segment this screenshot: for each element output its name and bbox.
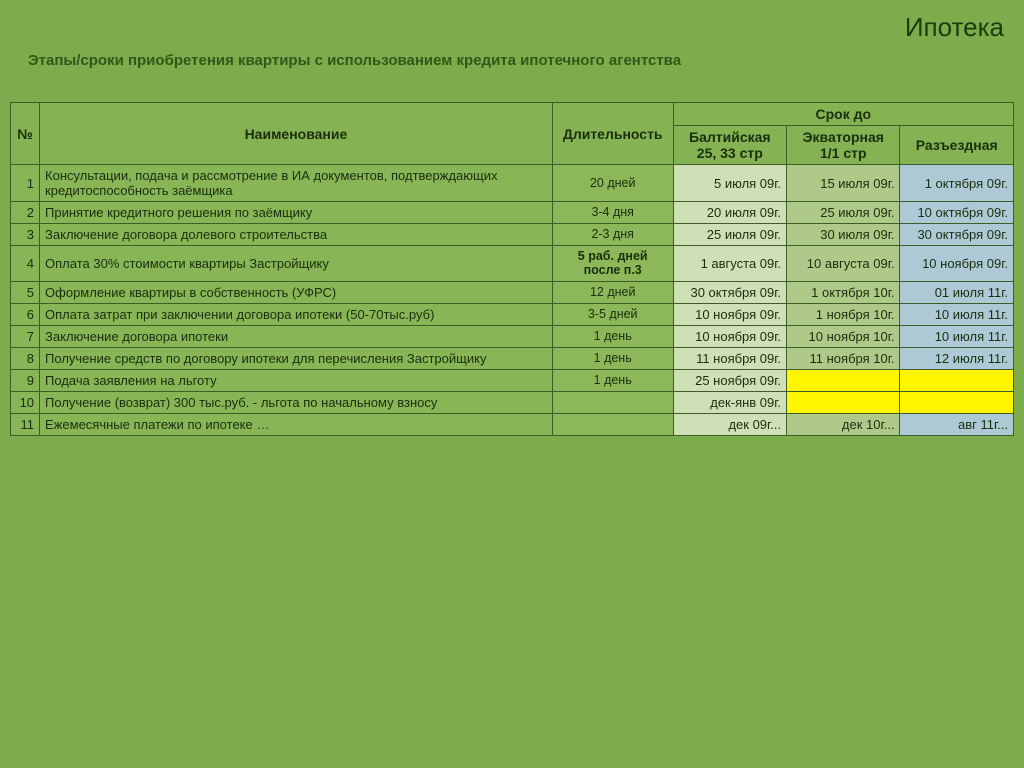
- cell-date-razezdnaya: 01 июля 11г.: [900, 281, 1014, 303]
- cell-date-ekvatornaya: 1 октября 10г.: [787, 281, 900, 303]
- cell-num: 2: [11, 202, 40, 224]
- cell-duration: 3-5 дней: [552, 303, 673, 325]
- cell-duration: 20 дней: [552, 165, 673, 202]
- cell-duration: 3-4 дня: [552, 202, 673, 224]
- cell-date-ekvatornaya: 10 августа 09г.: [787, 246, 900, 282]
- cell-name: Ежемесячные платежи по ипотеке …: [40, 413, 553, 435]
- cell-date-razezdnaya: 10 ноября 09г.: [900, 246, 1014, 282]
- cell-name: Получение средств по договору ипотеки дл…: [40, 347, 553, 369]
- cell-duration: 1 день: [552, 369, 673, 391]
- cell-date-baltiyskaya: 10 ноября 09г.: [673, 303, 786, 325]
- cell-duration: [552, 391, 673, 413]
- cell-date-baltiyskaya: 25 июля 09г.: [673, 224, 786, 246]
- table-row: 2Принятие кредитного решения по заёмщику…: [11, 202, 1014, 224]
- cell-date-razezdnaya: 1 октября 09г.: [900, 165, 1014, 202]
- cell-date-baltiyskaya: дек 09г...: [673, 413, 786, 435]
- table-row: 1Консультации, подача и рассмотрение в И…: [11, 165, 1014, 202]
- cell-num: 7: [11, 325, 40, 347]
- table-body: 1Консультации, подача и рассмотрение в И…: [11, 165, 1014, 436]
- table-row: 5Оформление квартиры в собственность (УФ…: [11, 281, 1014, 303]
- cell-date-baltiyskaya: дек-янв 09г.: [673, 391, 786, 413]
- th-srok: Срок до: [673, 103, 1013, 126]
- cell-name: Заключение договора долевого строительст…: [40, 224, 553, 246]
- cell-num: 3: [11, 224, 40, 246]
- table-head: № Наименование Длительность Срок до Балт…: [11, 103, 1014, 165]
- cell-name: Получение (возврат) 300 тыс.руб. - льгот…: [40, 391, 553, 413]
- cell-name: Консультации, подача и рассмотрение в ИА…: [40, 165, 553, 202]
- table-row: 8Получение средств по договору ипотеки д…: [11, 347, 1014, 369]
- cell-date-ekvatornaya: дек 10г...: [787, 413, 900, 435]
- th-name: Наименование: [40, 103, 553, 165]
- cell-duration: 1 день: [552, 325, 673, 347]
- cell-date-baltiyskaya: 5 июля 09г.: [673, 165, 786, 202]
- table-row: 3Заключение договора долевого строительс…: [11, 224, 1014, 246]
- cell-date-baltiyskaya: 1 августа 09г.: [673, 246, 786, 282]
- cell-duration: 1 день: [552, 347, 673, 369]
- table-row: 11Ежемесячные платежи по ипотеке … дек 09…: [11, 413, 1014, 435]
- cell-num: 6: [11, 303, 40, 325]
- cell-name: Заключение договора ипотеки: [40, 325, 553, 347]
- th-num: №: [11, 103, 40, 165]
- cell-num: 1: [11, 165, 40, 202]
- cell-name: Подача заявления на льготу: [40, 369, 553, 391]
- cell-date-baltiyskaya: 10 ноября 09г.: [673, 325, 786, 347]
- cell-duration: [552, 413, 673, 435]
- th-d2: Экваторная 1/1 стр: [787, 126, 900, 165]
- cell-num: 11: [11, 413, 40, 435]
- cell-date-ekvatornaya: 1 ноября 10г.: [787, 303, 900, 325]
- cell-date-razezdnaya: 12 июля 11г.: [900, 347, 1014, 369]
- schedule-table: № Наименование Длительность Срок до Балт…: [10, 102, 1014, 436]
- cell-num: 4: [11, 246, 40, 282]
- cell-date-baltiyskaya: 25 ноября 09г.: [673, 369, 786, 391]
- subtitle: Этапы/сроки приобретения квартиры с испо…: [28, 52, 681, 69]
- cell-date-razezdnaya: [900, 391, 1014, 413]
- cell-date-ekvatornaya: [787, 391, 900, 413]
- cell-num: 10: [11, 391, 40, 413]
- cell-duration: 2-3 дня: [552, 224, 673, 246]
- cell-date-razezdnaya: [900, 369, 1014, 391]
- cell-date-ekvatornaya: 30 июля 09г.: [787, 224, 900, 246]
- cell-duration: 12 дней: [552, 281, 673, 303]
- cell-name: Принятие кредитного решения по заёмщику: [40, 202, 553, 224]
- cell-date-baltiyskaya: 30 октября 09г.: [673, 281, 786, 303]
- table-row: 4Оплата 30% стоимости квартиры Застройщи…: [11, 246, 1014, 282]
- cell-date-ekvatornaya: [787, 369, 900, 391]
- cell-num: 5: [11, 281, 40, 303]
- cell-name: Оформление квартиры в собственность (УФР…: [40, 281, 553, 303]
- cell-date-razezdnaya: авг 11г...: [900, 413, 1014, 435]
- cell-date-razezdnaya: 10 июля 11г.: [900, 303, 1014, 325]
- cell-num: 9: [11, 369, 40, 391]
- page-title: Ипотека: [905, 12, 1004, 43]
- table-row: 9Подача заявления на льготу1 день25 нояб…: [11, 369, 1014, 391]
- cell-date-razezdnaya: 30 октября 09г.: [900, 224, 1014, 246]
- cell-date-ekvatornaya: 25 июля 09г.: [787, 202, 900, 224]
- th-d3: Разъездная: [900, 126, 1014, 165]
- cell-name: Оплата 30% стоимости квартиры Застройщик…: [40, 246, 553, 282]
- cell-date-baltiyskaya: 20 июля 09г.: [673, 202, 786, 224]
- th-d1: Балтийская 25, 33 стр: [673, 126, 786, 165]
- table-row: 6Оплата затрат при заключении договора и…: [11, 303, 1014, 325]
- cell-date-razezdnaya: 10 июля 11г.: [900, 325, 1014, 347]
- cell-date-razezdnaya: 10 октября 09г.: [900, 202, 1014, 224]
- cell-date-ekvatornaya: 15 июля 09г.: [787, 165, 900, 202]
- cell-date-baltiyskaya: 11 ноября 09г.: [673, 347, 786, 369]
- cell-name: Оплата затрат при заключении договора ип…: [40, 303, 553, 325]
- table-row: 10Получение (возврат) 300 тыс.руб. - льг…: [11, 391, 1014, 413]
- th-dur: Длительность: [552, 103, 673, 165]
- cell-date-ekvatornaya: 11 ноября 10г.: [787, 347, 900, 369]
- cell-date-ekvatornaya: 10 ноября 10г.: [787, 325, 900, 347]
- cell-num: 8: [11, 347, 40, 369]
- table-row: 7Заключение договора ипотеки1 день10 ноя…: [11, 325, 1014, 347]
- cell-duration: 5 раб. дней после п.3: [552, 246, 673, 282]
